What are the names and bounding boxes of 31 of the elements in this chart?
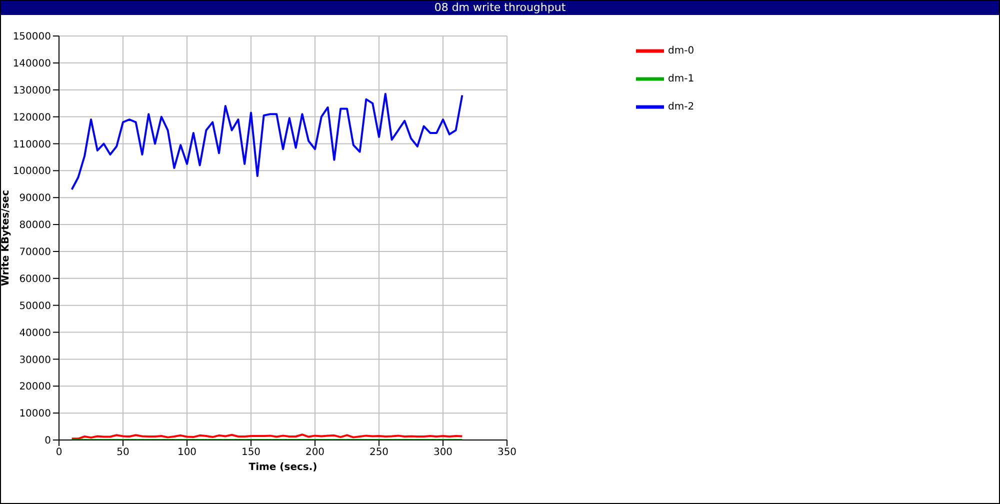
- line-series: [70, 92, 464, 191]
- y-tick-label: 100000: [12, 166, 51, 178]
- y-tick-label: 90000: [19, 193, 51, 204]
- x-axis-title: Time (secs.): [248, 462, 318, 473]
- x-tick-label: 200: [305, 447, 325, 458]
- y-tick-label: 30000: [19, 354, 51, 366]
- y-tick-label: 20000: [19, 382, 51, 393]
- x-tick-label: 50: [116, 447, 130, 458]
- x-tick-label: 300: [433, 447, 453, 458]
- y-tick-label: 80000: [19, 220, 51, 232]
- y-tick-label: 140000: [12, 58, 51, 70]
- y-tick-label: 130000: [12, 85, 51, 96]
- x-tick-label: 150: [241, 447, 261, 458]
- legend-label: dm-0: [668, 46, 694, 57]
- chart-title: 08 dm write throughput: [1, 1, 999, 15]
- y-tick-label: 10000: [19, 408, 51, 420]
- legend-label: dm-1: [668, 74, 694, 85]
- y-tick-label: 60000: [19, 274, 51, 285]
- y-tick-label: 0: [44, 436, 51, 447]
- y-tick-label: 40000: [19, 328, 51, 339]
- y-axis-title: Write KBytes/sec: [0, 190, 12, 286]
- y-tick-label: 110000: [12, 139, 51, 150]
- y-tick-label: 150000: [12, 32, 51, 43]
- x-tick-label: 250: [369, 447, 389, 458]
- y-tick-label: 70000: [19, 247, 51, 258]
- legend-label: dm-2: [668, 102, 694, 113]
- x-tick-label: 100: [177, 447, 197, 458]
- y-tick-label: 120000: [12, 112, 51, 124]
- y-tick-label: 50000: [19, 300, 51, 312]
- x-tick-label: 0: [56, 447, 62, 458]
- x-tick-label: 350: [497, 447, 517, 458]
